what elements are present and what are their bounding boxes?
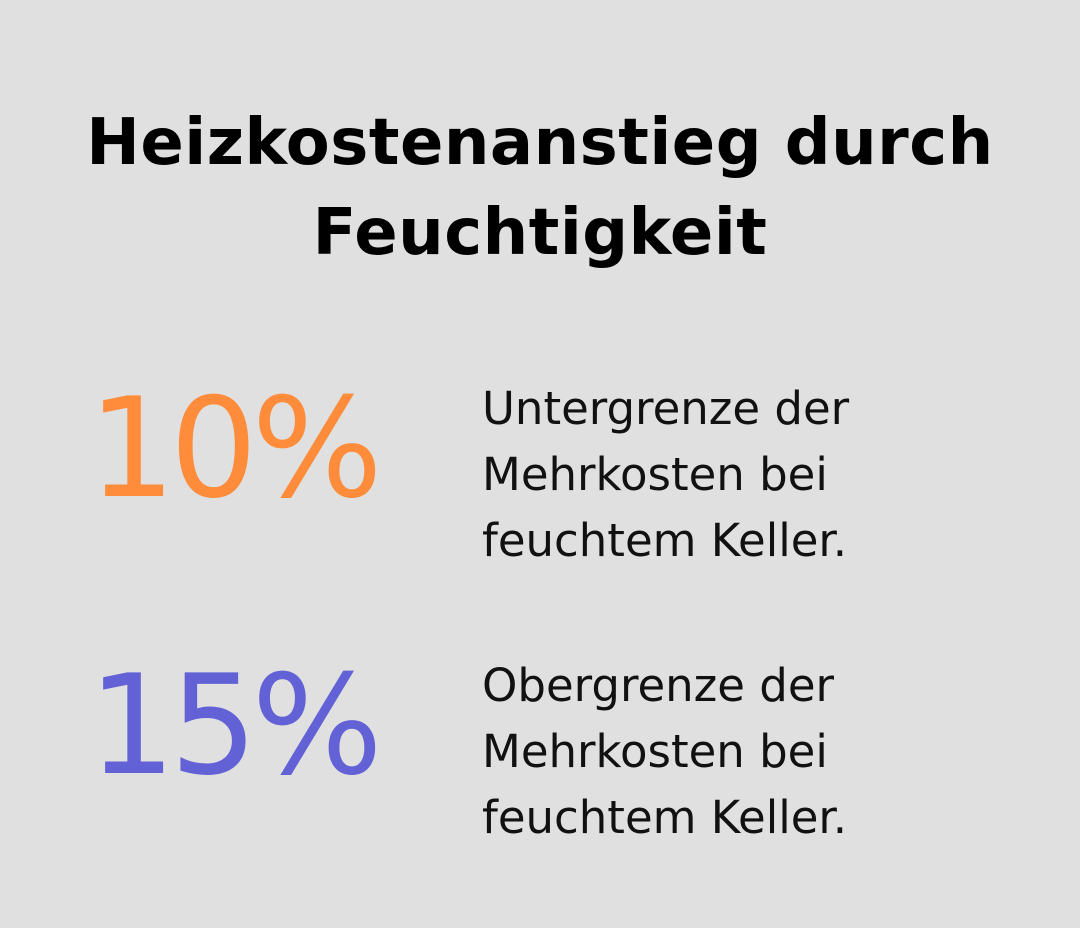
stat-description-line: feuchtem Keller. bbox=[482, 514, 848, 567]
stat-description: Untergrenze der Mehrkosten bei feuchtem … bbox=[482, 376, 1042, 574]
stat-description-line: Untergrenze der bbox=[482, 382, 850, 435]
stat-description-line: Mehrkosten bei bbox=[482, 725, 828, 778]
stat-upper-bound: 15% Obergrenze der Mehrkosten bei feucht… bbox=[0, 657, 1080, 857]
stat-description-line: feuchtem Keller. bbox=[482, 791, 848, 844]
title-line-2: Feuchtigkeit bbox=[312, 196, 768, 270]
stat-value: 15% bbox=[88, 645, 383, 806]
stat-description: Obergrenze der Mehrkosten bei feuchtem K… bbox=[482, 653, 1042, 851]
stat-description-line: Mehrkosten bei bbox=[482, 448, 828, 501]
page-title: Heizkostenanstieg durch Feuchtigkeit bbox=[0, 98, 1080, 278]
stat-value: 10% bbox=[88, 368, 383, 529]
stat-lower-bound: 10% Untergrenze der Mehrkosten bei feuch… bbox=[0, 380, 1080, 580]
title-line-1: Heizkostenanstieg durch bbox=[86, 106, 994, 180]
stat-description-line: Obergrenze der bbox=[482, 659, 835, 712]
